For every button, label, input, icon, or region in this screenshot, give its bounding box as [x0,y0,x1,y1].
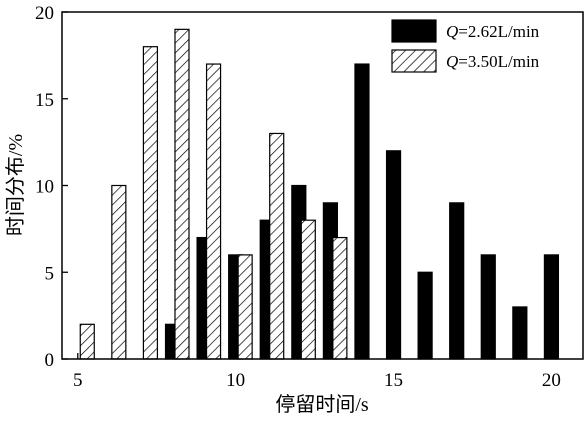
bar-series-1-13 [543,254,560,360]
bar-series-1-10 [449,202,465,360]
bar-series-1-12 [512,306,528,360]
y-tick-label: 5 [45,263,55,284]
bar-series-2-5 [205,63,222,360]
bar-series-2-3 [142,46,159,360]
y-tick-label: 10 [35,177,54,198]
x-axis-label: 停留时间/s [275,393,369,416]
x-tick-label: 20 [542,370,561,391]
bar-series-2-6 [237,254,253,360]
legend-label-2: Q=3.50L/min [446,52,540,71]
bar-series-2-8 [300,219,316,360]
y-axis-label: 时间分布/% [4,134,27,236]
bar-series-2-1 [79,323,95,360]
legend: Q=2.62L/min Q=3.50L/min [391,19,540,73]
y-tick-label: 0 [45,350,55,371]
bar-series-1-8 [385,150,402,360]
x-tick-label: 15 [384,370,403,391]
legend-swatch-1 [391,19,437,43]
bar-series-1-7 [354,63,370,360]
y-tick-label: 20 [35,3,54,24]
legend-label-1: Q=2.62L/min [446,22,540,41]
bar-series-2-2 [111,184,127,360]
x-tick-label: 10 [226,370,245,391]
x-tick-label: 5 [73,370,83,391]
legend-swatch-2 [391,49,437,73]
bar-series-2-7 [269,132,285,360]
bar-series-2-4 [174,28,190,360]
y-tick-label: 15 [35,90,54,111]
bar-series-1-11 [480,254,496,360]
bar-series-2-9 [332,236,348,360]
bars-layer [79,28,560,360]
bar-series-1-9 [417,271,433,360]
